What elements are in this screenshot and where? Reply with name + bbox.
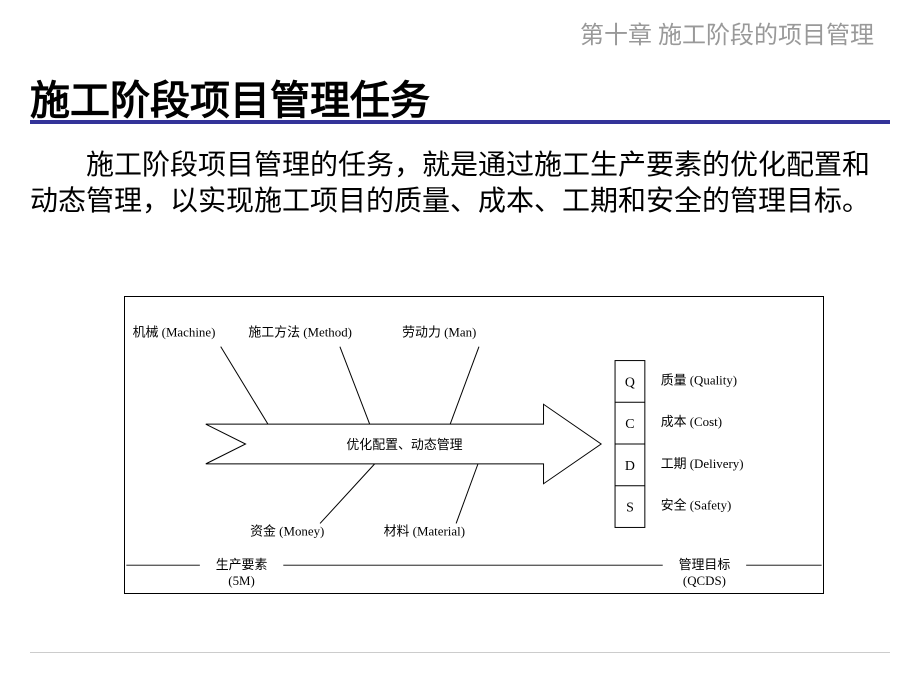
output-label: 质量 (Quality) bbox=[661, 372, 737, 387]
input-leader-line bbox=[456, 464, 478, 524]
output-label: 成本 (Cost) bbox=[661, 414, 722, 429]
input-leader-line bbox=[221, 347, 271, 428]
input-leader-line bbox=[340, 347, 370, 424]
output-label: 工期 (Delivery) bbox=[661, 456, 744, 471]
input-label: 机械 (Machine) bbox=[133, 325, 216, 340]
output-label: 安全 (Safety) bbox=[661, 498, 732, 513]
input-leader-line bbox=[450, 347, 479, 424]
qcds-letter: S bbox=[626, 501, 634, 516]
input-label: 资金 (Money) bbox=[250, 523, 324, 538]
input-label: 材料 (Material) bbox=[384, 523, 465, 538]
title-underline bbox=[30, 120, 890, 124]
bottom-label-left-line1: 生产要素 bbox=[216, 557, 268, 572]
qcds-letter: Q bbox=[625, 375, 635, 390]
body-paragraph: 施工阶段项目管理的任务，就是通过施工生产要素的优化配置和动态管理，以实现施工项目… bbox=[30, 148, 885, 221]
arrow-label: 优化配置、动态管理 bbox=[346, 437, 462, 452]
input-leader-line bbox=[320, 464, 375, 524]
qcds-letter: C bbox=[625, 417, 634, 432]
diagram-frame: 机械 (Machine) 施工方法 (Method) 劳动力 (Man) 资金 (Mo… bbox=[124, 296, 824, 594]
bottom-label-right-line2: (QCDS) bbox=[683, 573, 726, 588]
footer-divider bbox=[30, 652, 890, 653]
input-label: 劳动力 (Man) bbox=[402, 325, 476, 340]
diagram-svg: 机械 (Machine) 施工方法 (Method) 劳动力 (Man) 资金 (Mo… bbox=[125, 297, 823, 593]
bottom-label-left-line2: (5M) bbox=[228, 573, 255, 588]
qcds-letter: D bbox=[625, 459, 635, 474]
bottom-label-right-line1: 管理目标 bbox=[679, 557, 731, 572]
page-title: 施工阶段项目管理任务 bbox=[30, 68, 430, 126]
input-label: 施工方法 (Method) bbox=[248, 325, 352, 340]
chapter-note: 第十章 施工阶段的项目管理 bbox=[580, 20, 890, 54]
